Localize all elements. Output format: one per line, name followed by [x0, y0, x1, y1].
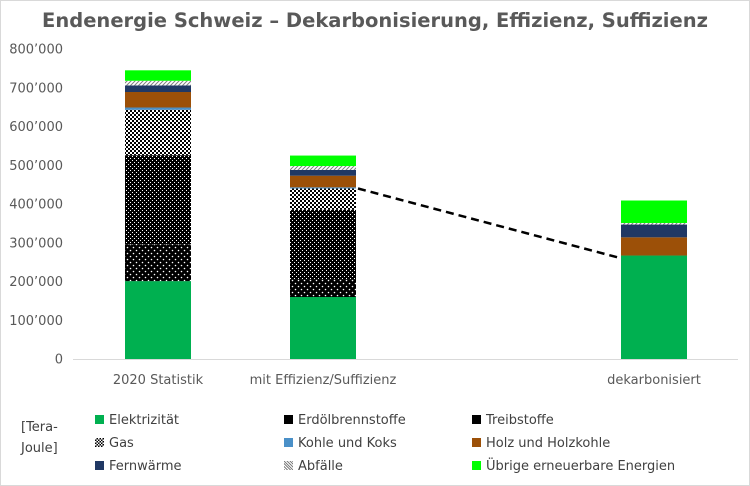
stacked-bar-chart: 0 100’000 200’000 300’000 400’000 500’000 600’…: [9, 43, 738, 388]
bars: [125, 70, 687, 359]
legend-label: Fernwärme: [109, 459, 182, 474]
y-tick-label: 800’000: [9, 43, 63, 58]
legend-item-kohle-und-koks: Kohle und Koks: [284, 436, 397, 451]
legend-label: Elektrizität: [109, 413, 180, 428]
bar-segment-holz-und-holzkohle: [290, 175, 356, 188]
bar-segment-fernwaerme: [621, 224, 687, 238]
bar-segment-holz-und-holzkohle: [621, 237, 687, 256]
legend-swatch: [95, 438, 104, 447]
bar-segment-abfaelle: [290, 166, 356, 170]
bar-segment-kohle-und-koks: [125, 107, 191, 110]
legend-label: Erdölbrennstoffe: [298, 413, 406, 428]
legend-item-elektrizitaet: Elektrizität: [95, 413, 179, 428]
legend-swatch: [472, 461, 481, 470]
legend-item-abfaelle: Abfälle: [284, 459, 343, 474]
bar-segment-erdoelbrennstoffe: [125, 244, 191, 282]
bar-segment-elektrizitaet: [125, 281, 191, 359]
y-tick-label: 500’000: [9, 159, 63, 174]
bar-segment-elektrizitaet: [290, 297, 356, 359]
legend-swatch: [472, 438, 481, 447]
x-tick-label: mit Effizienz/Suffizienz: [250, 373, 397, 388]
legend-item-treibstoffe: Treibstoffe: [472, 413, 554, 428]
bar-segment-abfaelle: [125, 80, 191, 86]
bar-segment-uebrige-erneuerbare-energien: [621, 200, 687, 223]
legend-label: Abfälle: [298, 459, 343, 474]
legend-label: Übrige erneuerbare Energien: [486, 459, 676, 474]
bar-segment-gas: [290, 188, 356, 210]
y-tick-label: 100’000: [9, 314, 63, 329]
unit-label-line-1: [Tera-: [21, 420, 58, 435]
y-tick-label: 400’000: [9, 198, 63, 213]
bar-segment-treibstoffe: [290, 209, 356, 280]
y-tick-label: 300’000: [9, 236, 63, 251]
bar-segment-holz-und-holzkohle: [125, 92, 191, 108]
y-tick-label: 700’000: [9, 81, 63, 96]
bar-segment-erdoelbrennstoffe: [290, 279, 356, 297]
legend-swatch: [95, 415, 104, 424]
y-tick-label: 0: [55, 353, 63, 368]
legend-item-holz-und-holzkohle: Holz und Holzkohle: [472, 436, 610, 451]
x-tick-label: 2020 Statistik: [113, 373, 204, 388]
x-axis: 2020 Statistik mit Effizienz/Suffizienz de…: [73, 359, 738, 388]
legend-swatch: [95, 461, 104, 470]
legend-item-erdoelbrennstoffe: Erdölbrennstoffe: [284, 413, 406, 428]
unit-label: [Tera- Joule]: [21, 417, 58, 459]
y-tick-label: 200’000: [9, 275, 63, 290]
legend-label: Kohle und Koks: [298, 436, 397, 451]
legend-swatch: [284, 438, 293, 447]
legend-label: Holz und Holzkohle: [486, 436, 611, 451]
legend-item-fernwaerme: Fernwärme: [95, 459, 182, 474]
legend-swatch: [284, 415, 293, 424]
bar-segment-abfaelle: [621, 222, 687, 225]
bar-segment-gas: [125, 109, 191, 156]
legend-swatch: [284, 461, 293, 470]
legend-swatch: [472, 415, 481, 424]
y-tick-label: 600’000: [9, 120, 63, 135]
bar-segment-uebrige-erneuerbare-energien: [125, 70, 191, 81]
y-axis: 0 100’000 200’000 300’000 400’000 500’000 600’…: [9, 43, 63, 368]
bar-segment-elektrizitaet: [621, 255, 687, 359]
bar-segment-treibstoffe: [125, 155, 191, 245]
unit-label-line-2: Joule]: [21, 441, 58, 456]
legend-label: Treibstoffe: [486, 413, 554, 428]
bar-segment-uebrige-erneuerbare-energien: [290, 155, 356, 167]
x-tick-label: dekarbonisiert: [607, 373, 701, 388]
bar-segment-kohle-und-koks: [290, 187, 356, 189]
legend-item-uebrige-erneuerbare-energien: Übrige erneuerbare Energien: [472, 459, 675, 474]
chart-title: Endenergie Schweiz – Dekarbonisierung, E…: [42, 9, 708, 32]
trend-line-group: [357, 187, 619, 259]
bar-segment-fernwaerme: [290, 169, 356, 176]
bar-segment-fernwaerme: [125, 85, 191, 93]
legend-item-gas: Gas: [95, 436, 134, 451]
trend-line: [357, 187, 619, 259]
legend-label: Gas: [109, 436, 134, 451]
